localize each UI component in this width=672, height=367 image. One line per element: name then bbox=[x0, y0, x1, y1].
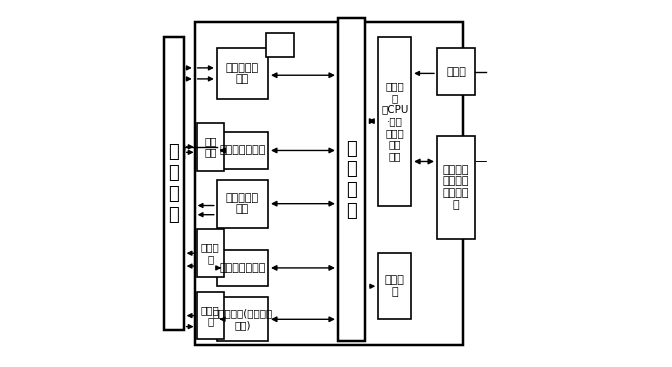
Text: 模拟量输入模块: 模拟量输入模块 bbox=[219, 145, 265, 156]
Text: 编程器: 编程器 bbox=[446, 66, 466, 77]
Text: 计算机可
编程终端
或外围设
备: 计算机可 编程终端 或外围设 备 bbox=[443, 165, 470, 210]
FancyBboxPatch shape bbox=[338, 18, 366, 341]
FancyBboxPatch shape bbox=[196, 123, 224, 171]
Text: 其他模块如(波度控制
模块): 其他模块如(波度控制 模块) bbox=[212, 309, 273, 330]
FancyBboxPatch shape bbox=[217, 297, 268, 341]
Text: 系
统
总
线: 系 统 总 线 bbox=[346, 139, 357, 220]
FancyBboxPatch shape bbox=[217, 132, 268, 169]
FancyBboxPatch shape bbox=[266, 33, 294, 57]
FancyBboxPatch shape bbox=[217, 250, 268, 286]
Text: 电源模
块: 电源模 块 bbox=[385, 276, 405, 297]
Text: 检测装
置: 检测装 置 bbox=[201, 305, 220, 326]
Text: 执行装
置: 执行装 置 bbox=[201, 243, 220, 264]
Text: —: — bbox=[474, 155, 487, 168]
FancyBboxPatch shape bbox=[437, 136, 476, 239]
FancyBboxPatch shape bbox=[217, 180, 268, 228]
FancyBboxPatch shape bbox=[195, 22, 462, 345]
FancyBboxPatch shape bbox=[437, 48, 476, 95]
FancyBboxPatch shape bbox=[163, 37, 183, 330]
FancyBboxPatch shape bbox=[378, 37, 411, 206]
Text: 主控模
块
（CPU
·存储
器通信
模口
等）: 主控模 块 （CPU ·存储 器通信 模口 等） bbox=[381, 81, 409, 161]
FancyBboxPatch shape bbox=[217, 48, 268, 99]
Text: 开关量输出
模块: 开关量输出 模块 bbox=[226, 193, 259, 214]
Text: 开关量输入
模块: 开关量输入 模块 bbox=[226, 63, 259, 84]
Text: 被
控
对
象: 被 控 对 象 bbox=[168, 143, 179, 224]
FancyBboxPatch shape bbox=[378, 253, 411, 319]
Text: 模拟量输出模块: 模拟量输出模块 bbox=[219, 263, 265, 273]
FancyBboxPatch shape bbox=[196, 292, 224, 339]
FancyBboxPatch shape bbox=[196, 229, 224, 277]
Text: 采样
设备: 采样 设备 bbox=[204, 136, 216, 157]
